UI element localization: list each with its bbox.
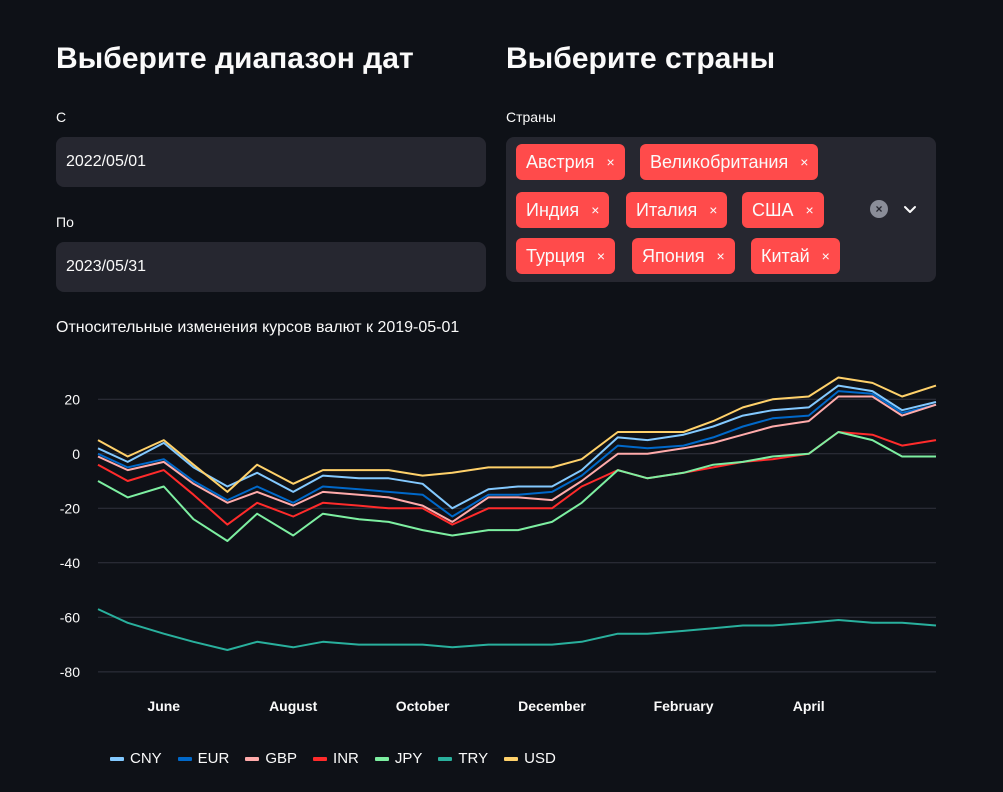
country-tag-india: Индия × xyxy=(516,192,610,228)
country-tag-label: Китай xyxy=(761,245,810,266)
remove-tag-icon[interactable]: × xyxy=(596,248,606,264)
y-tick-label: -40 xyxy=(60,555,80,571)
x-tick-label: February xyxy=(654,698,714,714)
country-section-title: Выберите страны xyxy=(506,42,776,75)
remove-tag-icon[interactable]: × xyxy=(709,202,718,218)
legend-label: INR xyxy=(333,750,359,767)
legend-item-gbp[interactable]: GBP xyxy=(245,750,297,767)
to-date-input[interactable]: 2023/05/31 xyxy=(56,242,486,292)
country-tag-label: Австрия xyxy=(526,151,595,172)
legend-item-cny[interactable]: CNY xyxy=(110,750,162,767)
country-tag-uk: Великобритания × xyxy=(640,144,819,180)
legend-swatch xyxy=(438,756,453,761)
chart-legend: CNY EUR GBP INR JPY TRY USD xyxy=(110,750,556,767)
legend-item-inr[interactable]: INR xyxy=(313,750,359,767)
legend-item-usd[interactable]: USD xyxy=(504,750,556,767)
y-tick-label: -60 xyxy=(60,609,80,625)
x-tick-label: December xyxy=(518,698,586,714)
country-tag-label: Япония xyxy=(642,245,705,266)
series-line-eur xyxy=(97,390,937,518)
series-line-gbp xyxy=(97,395,937,523)
y-tick-label: 0 xyxy=(72,446,80,462)
from-date-input[interactable]: 2022/05/01 xyxy=(56,137,486,187)
series-line-jpy xyxy=(97,431,936,542)
date-range-title: Выберите диапазон дат xyxy=(56,42,414,75)
legend-label: JPY xyxy=(394,750,423,767)
legend-swatch xyxy=(110,756,124,761)
remove-tag-icon[interactable]: × xyxy=(591,202,600,218)
country-tag-italy: Италия × xyxy=(626,192,728,228)
from-date-label: С xyxy=(56,109,67,125)
legend-item-jpy[interactable]: JPY xyxy=(374,750,423,767)
legend-swatch xyxy=(313,756,328,761)
series-line-try xyxy=(97,608,937,651)
legend-label: TRY xyxy=(458,750,489,767)
legend-item-eur[interactable]: EUR xyxy=(177,750,230,767)
chevron-down-icon[interactable] xyxy=(902,201,918,217)
country-tag-label: США xyxy=(752,199,794,220)
legend-swatch xyxy=(245,756,260,761)
country-tag-label: Великобритания xyxy=(650,151,789,172)
countries-multiselect[interactable]: Австрия × Великобритания × Индия × Итали… xyxy=(506,137,936,282)
remove-tag-icon[interactable]: × xyxy=(800,154,809,170)
remove-tag-icon[interactable]: × xyxy=(805,202,814,218)
country-tag-label: Турция xyxy=(526,245,585,266)
countries-label: Страны xyxy=(506,109,556,125)
x-tick-label: June xyxy=(147,698,180,714)
legend-label: CNY xyxy=(130,750,162,767)
country-tag-label: Индия xyxy=(526,199,580,220)
x-tick-label: October xyxy=(396,698,450,714)
to-date-label: По xyxy=(56,214,74,230)
remove-tag-icon[interactable]: × xyxy=(716,248,725,264)
y-tick-label: -20 xyxy=(60,500,80,516)
legend-swatch xyxy=(504,756,519,761)
clear-all-icon[interactable]: × xyxy=(870,200,888,218)
x-tick-label: August xyxy=(269,698,318,714)
remove-tag-icon[interactable]: × xyxy=(606,154,615,170)
y-tick-label: -80 xyxy=(60,664,80,680)
country-tag-label: Италия xyxy=(636,199,698,220)
country-tag-usa: США × xyxy=(742,192,824,228)
series-line-inr xyxy=(97,431,937,526)
country-tag-austria: Австрия × xyxy=(516,144,625,180)
chart-title: Относительные изменения курсов валют к 2… xyxy=(56,319,460,336)
legend-item-try[interactable]: TRY xyxy=(438,750,488,767)
legend-swatch xyxy=(177,756,192,761)
y-tick-label: 20 xyxy=(64,391,80,407)
legend-label: USD xyxy=(524,750,556,767)
series-line-usd xyxy=(97,376,937,493)
legend-label: EUR xyxy=(197,750,230,767)
country-tag-turkey: Турция × xyxy=(516,238,616,274)
country-tag-china: Китай × xyxy=(751,238,840,274)
legend-swatch xyxy=(374,756,389,761)
remove-tag-icon[interactable]: × xyxy=(821,248,830,264)
x-tick-label: April xyxy=(793,698,825,714)
legend-label: GBP xyxy=(265,750,298,767)
country-tag-japan: Япония × xyxy=(632,238,735,274)
